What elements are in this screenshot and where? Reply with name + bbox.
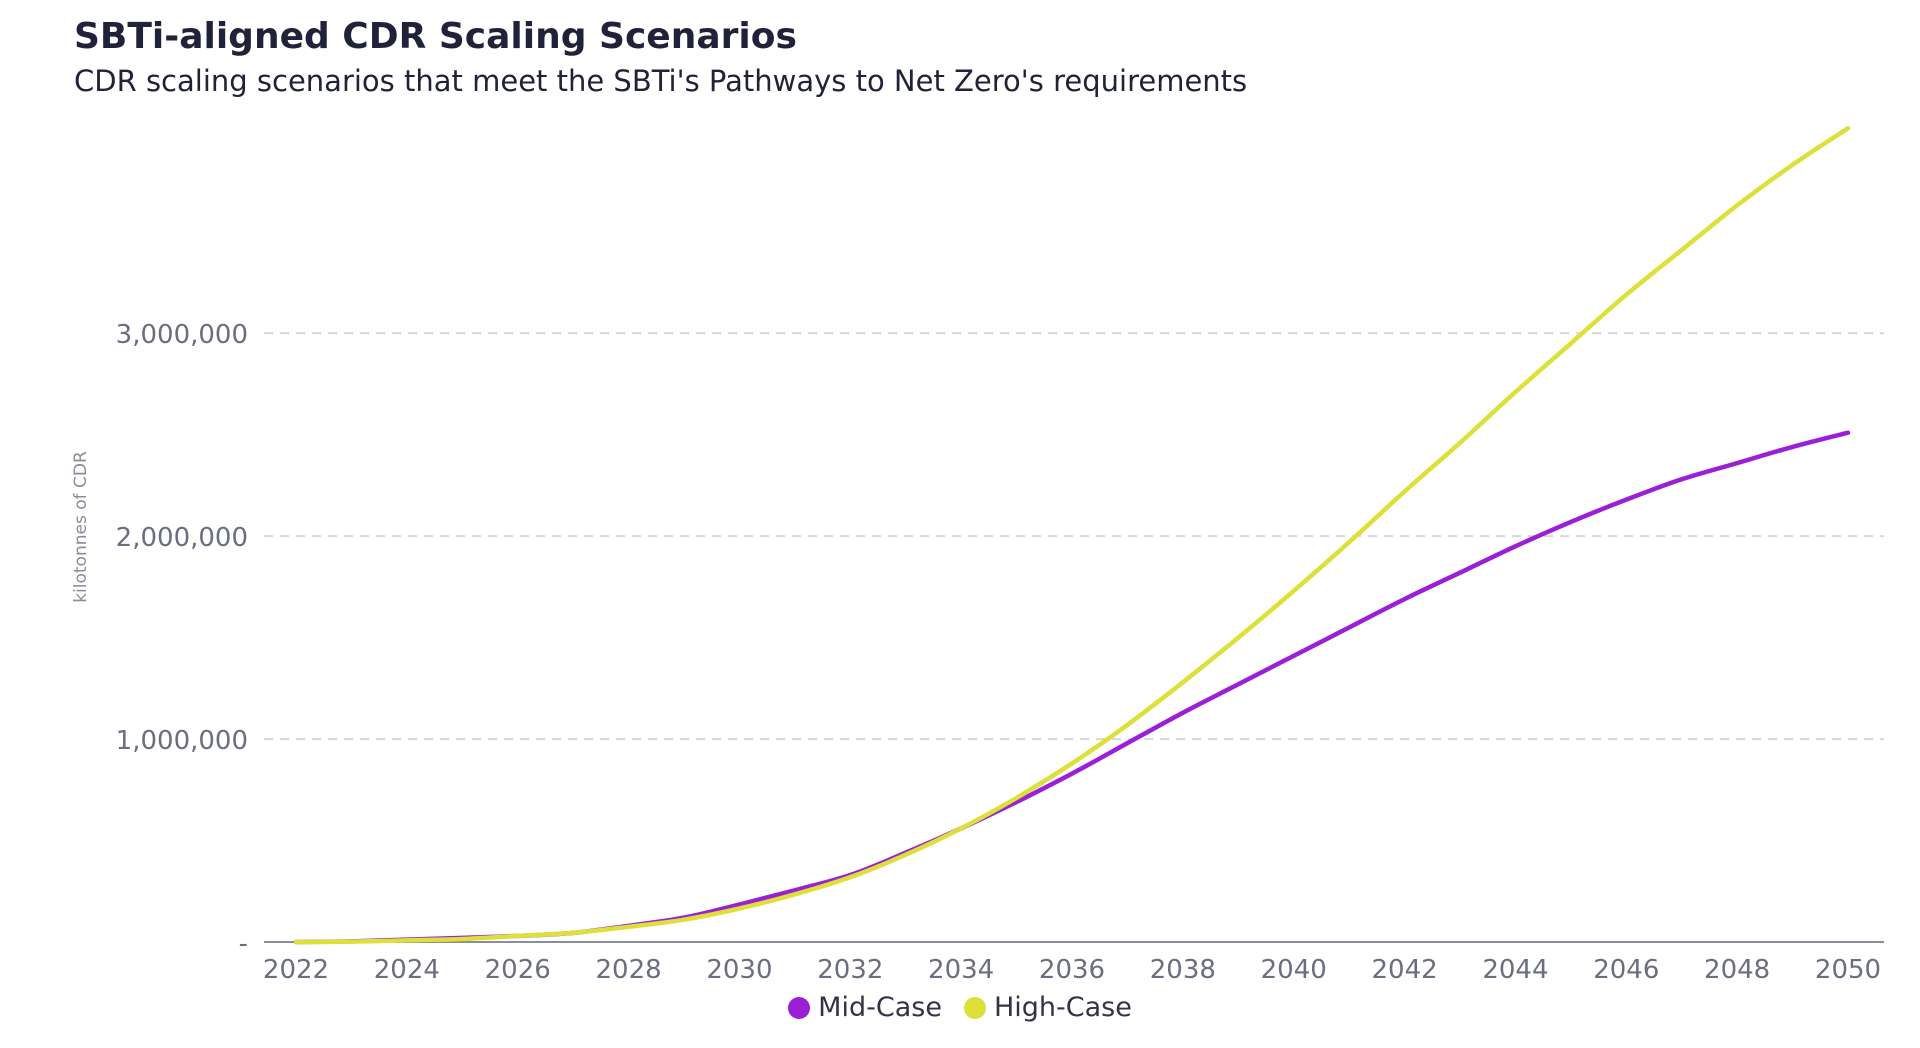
grid-lines: [264, 332, 1884, 741]
x-tick-label: 2022: [263, 955, 329, 985]
series-lines: [293, 126, 1851, 945]
x-tick-label: 2046: [1593, 955, 1659, 985]
x-tick-label: 2028: [595, 955, 661, 985]
y-tick-label: 1,000,000: [116, 726, 248, 756]
x-tick-label: 2024: [374, 955, 440, 985]
chart-subtitle: CDR scaling scenarios that meet the SBTi…: [74, 64, 1248, 98]
series-line-high-case[interactable]: [293, 126, 1851, 945]
x-tick-label: 2038: [1150, 955, 1216, 985]
y-tick-label: -: [239, 929, 248, 959]
y-tick-label: 2,000,000: [116, 523, 248, 553]
x-tick-label: 2026: [485, 955, 551, 985]
y-tick-label: 3,000,000: [116, 320, 248, 350]
x-axis-ticks: 2022 2024 2026 2028 2030 2032 2034 2036 2038 2040…: [263, 955, 1881, 985]
x-tick-label: 2032: [817, 955, 883, 985]
mid-case-dot-icon: [788, 996, 811, 1019]
x-tick-label: 2050: [1815, 955, 1881, 985]
legend-item-high-case[interactable]: High-Case: [963, 992, 1132, 1023]
legend-label-mid-case: Mid-Case: [818, 992, 942, 1023]
x-tick-label: 2036: [1039, 955, 1105, 985]
x-tick-label: 2030: [706, 955, 772, 985]
x-tick-label: 2040: [1261, 955, 1327, 985]
legend-item-mid-case[interactable]: Mid-Case: [788, 992, 942, 1023]
legend-label-high-case: High-Case: [993, 992, 1132, 1023]
y-axis-ticks: - 1,000,000 2,000,000 3,000,000: [116, 320, 248, 959]
series-line-mid-case[interactable]: [293, 430, 1851, 945]
legend: Mid-Case High-Case: [0, 992, 1920, 1023]
x-tick-label: 2044: [1482, 955, 1548, 985]
y-axis-label: kilotonnes of CDR: [71, 451, 91, 603]
high-case-dot-icon: [963, 996, 986, 1019]
x-tick-label: 2048: [1704, 955, 1770, 985]
x-tick-label: 2034: [928, 955, 994, 985]
chart-title: SBTi-aligned CDR Scaling Scenarios: [74, 16, 797, 57]
x-tick-label: 2042: [1371, 955, 1437, 985]
